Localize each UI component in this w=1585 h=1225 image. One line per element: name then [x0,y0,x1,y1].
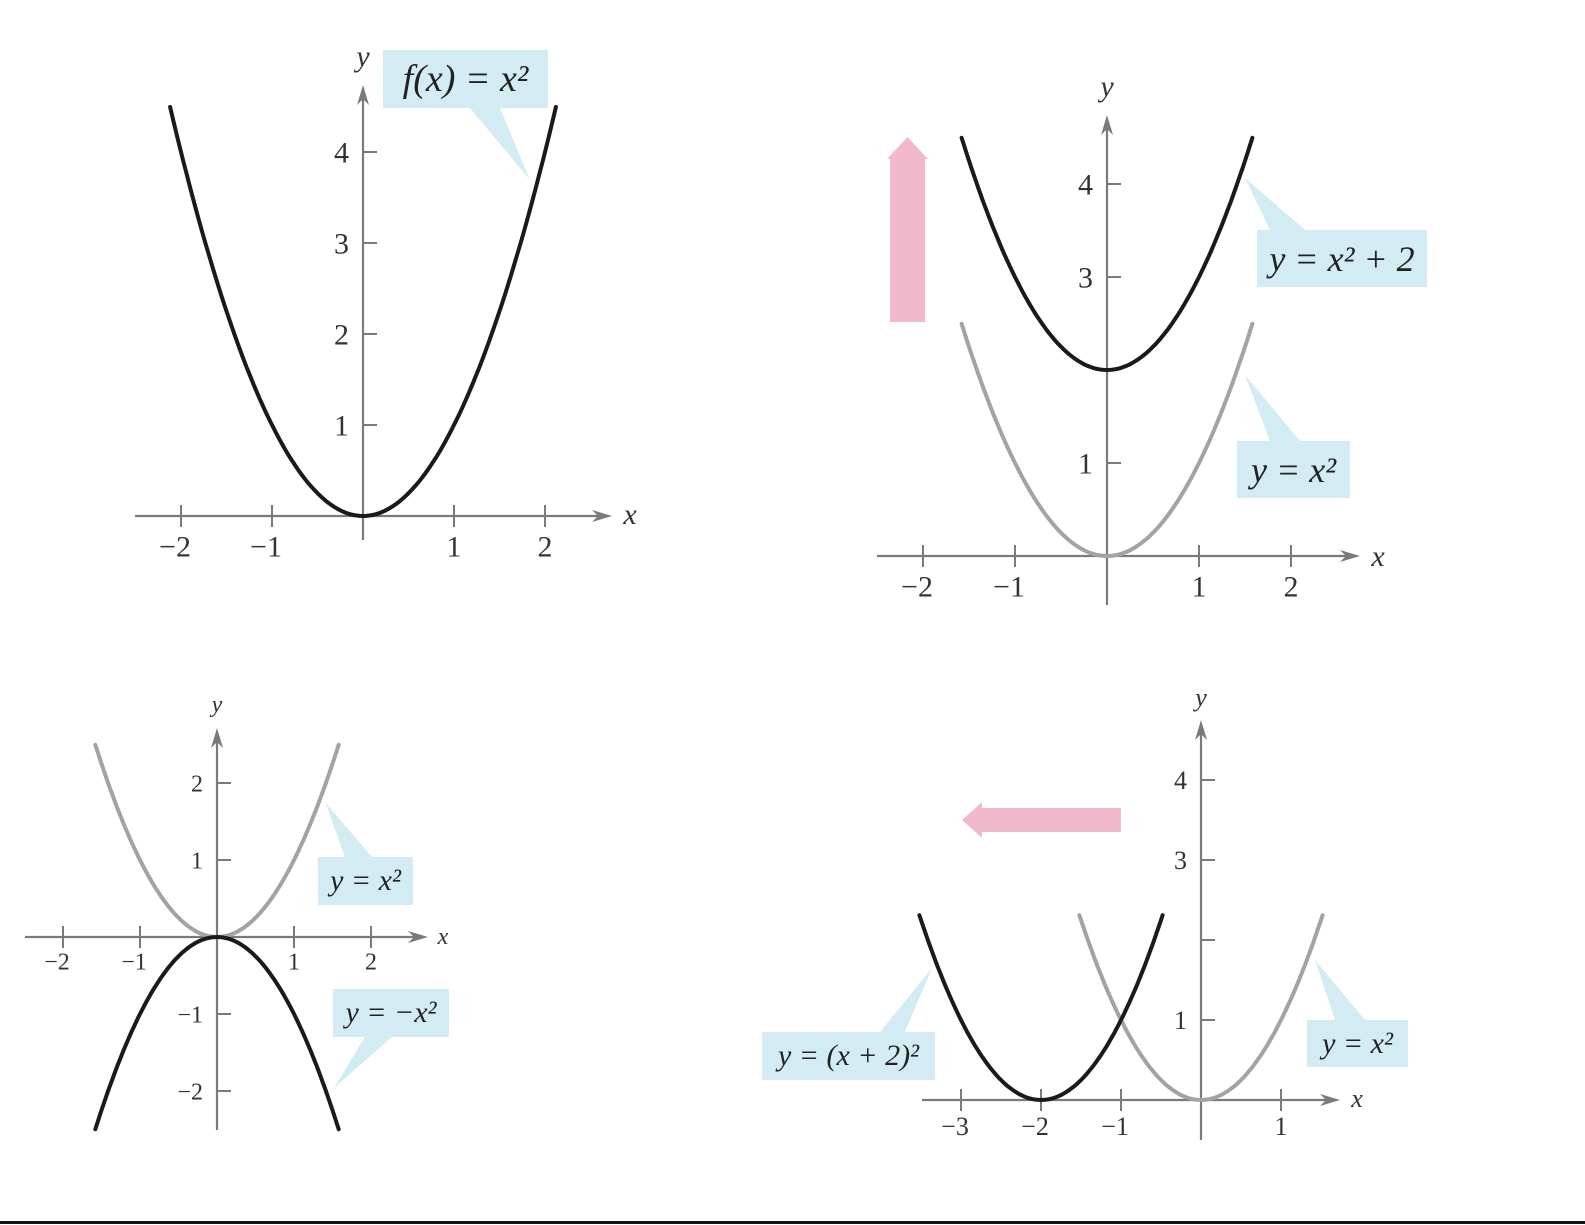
label-pointer [1245,375,1300,441]
x-tick-label: −3 [941,1112,969,1141]
plot-2: −2 −1 1 2 1 3 4 x y [877,70,1385,605]
y-tick-label: 4 [1174,766,1187,795]
x-tick-label: −1 [121,949,147,975]
y-axis-label: y [1192,683,1207,712]
y-axis-label: y [1097,70,1114,103]
x-tick-label: 1 [1275,1112,1288,1141]
label-pointer [470,108,530,180]
x-tick-label: 2 [1284,571,1299,604]
curve-series-2 [959,135,1255,373]
y-tick-label: 4 [334,137,349,170]
x-axis-label: x [1350,1084,1363,1113]
curve-label: y = x² [1307,1020,1408,1067]
curve-label: f(x) = x² [383,50,548,108]
plot-4: −3 −2 −1 1 1 3 4 x y [880,683,1365,1141]
x-tick-label: −2 [44,949,70,975]
shift-arrow-left [962,802,1121,838]
x-axis-arrowhead [1340,550,1360,562]
y-tick-label: 2 [334,319,349,352]
x-tick-label: 2 [538,531,553,564]
x-tick-label: 1 [1192,571,1207,604]
y-axis-arrowhead [1195,720,1207,740]
plot-3: −2 −1 1 2 −2 −1 1 2 x y [25,692,449,1132]
x-axis-label: x [437,924,449,950]
x-tick-label: 1 [288,949,300,975]
y-tick-label: 4 [1078,169,1093,202]
curve-label: y = x² [1237,441,1350,498]
bottom-rule [0,1221,1585,1224]
y-tick-label: 1 [334,410,349,443]
y-axis-arrowhead [1101,115,1113,135]
label-pointer [1315,960,1365,1020]
x-tick-label: −2 [901,571,933,604]
y-tick-label: 3 [1078,262,1093,295]
curve-series-1 [959,321,1255,559]
x-axis-label: x [622,498,637,531]
x-tick-label: −1 [250,531,282,564]
x-tick-label: −2 [159,531,191,564]
curve-label: y = x² + 2 [1257,230,1427,287]
curve-series-2 [93,934,341,1132]
x-tick-label: −2 [1021,1112,1049,1141]
label-pointer [1245,178,1305,230]
x-axis-arrowhead [1320,1094,1340,1106]
y-tick-label: 1 [1174,1006,1187,1035]
y-tick-label: 1 [191,848,203,874]
y-axis-arrowhead [211,728,223,748]
y-tick-label: −1 [177,1002,203,1028]
y-axis-label: y [210,692,223,718]
x-axis-label: x [1370,540,1385,573]
curve-series-1 [168,105,558,519]
label-pointer [880,968,932,1032]
y-tick-label: 1 [1078,448,1093,481]
y-tick-label: −2 [177,1079,203,1105]
curve-label: y = (x + 2)² [762,1032,935,1080]
y-tick-label: 3 [1174,846,1187,875]
y-axis-label: y [353,40,370,73]
y-tick-label: 2 [191,771,203,797]
x-axis-arrowhead [408,931,428,943]
curve-label: y = −x² [333,989,449,1037]
x-tick-label: −1 [993,571,1025,604]
plot-1: −2 −1 1 2 1 2 3 4 x y [135,40,637,564]
y-tick-label: 3 [334,228,349,261]
label-pointer [334,1037,392,1088]
label-pointer [325,802,372,857]
x-tick-label: −1 [1101,1112,1129,1141]
x-tick-label: 1 [447,531,462,564]
curve-series-2 [917,913,1165,1103]
y-axis-arrowhead [357,85,369,105]
shift-arrow-up [887,137,928,322]
x-tick-label: 2 [365,949,377,975]
curve-label: y = x² [318,857,413,905]
x-axis-arrowhead [592,510,612,522]
